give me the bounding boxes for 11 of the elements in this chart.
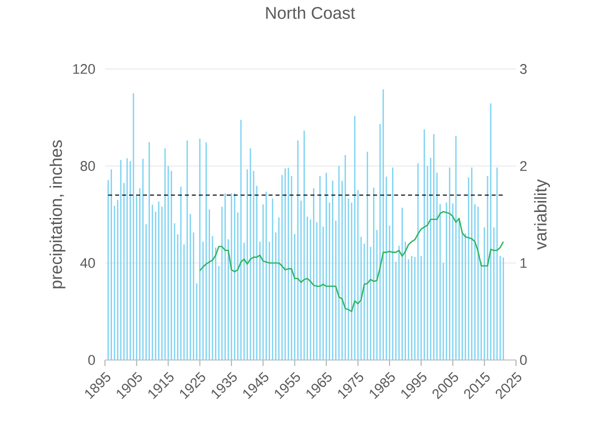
y2-tick-label: 3 xyxy=(520,64,527,74)
chart-title: North Coast xyxy=(266,6,356,19)
y-tick-label: 40 xyxy=(80,258,95,268)
y-axis-title: precipitation, inches xyxy=(50,140,66,288)
y2-tick-label: 1 xyxy=(520,258,527,268)
y2-axis-title: variability xyxy=(534,179,550,250)
y-tick-label: 120 xyxy=(73,64,95,74)
y-tick-label: 0 xyxy=(88,355,95,365)
y2-tick-label: 2 xyxy=(520,161,527,171)
y2-tick-label: 0 xyxy=(520,355,527,365)
y-tick-label: 80 xyxy=(80,161,95,171)
